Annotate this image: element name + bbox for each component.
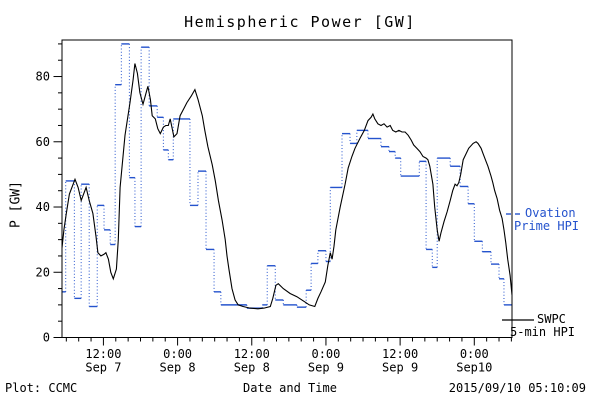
legend-swpc-line1: SWPC	[537, 312, 566, 326]
swpc-solid-line-icon	[502, 318, 534, 321]
x-tick-time: 0:00	[163, 347, 192, 361]
x-tick-date: Sep 8	[160, 361, 196, 375]
x-axis-title: Date and Time	[243, 381, 337, 395]
y-tick-label: 0	[43, 331, 50, 345]
axis-ticks	[53, 43, 512, 346]
plot-border	[61, 39, 513, 338]
y-tick-label: 20	[36, 265, 50, 279]
chart-title: Hemispheric Power [GW]	[184, 13, 416, 31]
series-ovation-prime-hpi	[62, 43, 512, 309]
x-tick-time: 12:00	[382, 347, 418, 361]
y-tick-label: 60	[36, 135, 50, 149]
x-tick-time: 0:00	[460, 347, 489, 361]
legend-ovation-line2: Prime HPI	[514, 219, 580, 233]
x-tick-date: Sep 9	[382, 361, 418, 375]
x-tick-time: 12:00	[85, 347, 121, 361]
x-tick-date: Sep10	[456, 361, 492, 375]
plot-timestamp: 2015/09/10 05:10:09	[448, 381, 586, 395]
legend-swpc: SWPC 5-min HPI	[502, 313, 575, 339]
legend-ovation: Ovation Prime HPI	[506, 207, 579, 233]
x-tick-date: Sep 7	[85, 361, 121, 375]
ovation-dashed-line-icon	[506, 212, 520, 215]
x-tick-time: 12:00	[234, 347, 270, 361]
x-tick-date: Sep 9	[308, 361, 344, 375]
plot-credit: Plot: CCMC	[5, 381, 78, 395]
x-tick-date: Sep 8	[234, 361, 270, 375]
series-swpc-5min-hpi	[62, 63, 512, 310]
y-tick-label: 40	[36, 200, 50, 214]
legend-ovation-line1: Ovation	[525, 206, 576, 220]
legend-swpc-line2: 5-min HPI	[510, 325, 576, 339]
y-tick-label: 80	[36, 70, 50, 84]
x-tick-time: 0:00	[311, 347, 340, 361]
